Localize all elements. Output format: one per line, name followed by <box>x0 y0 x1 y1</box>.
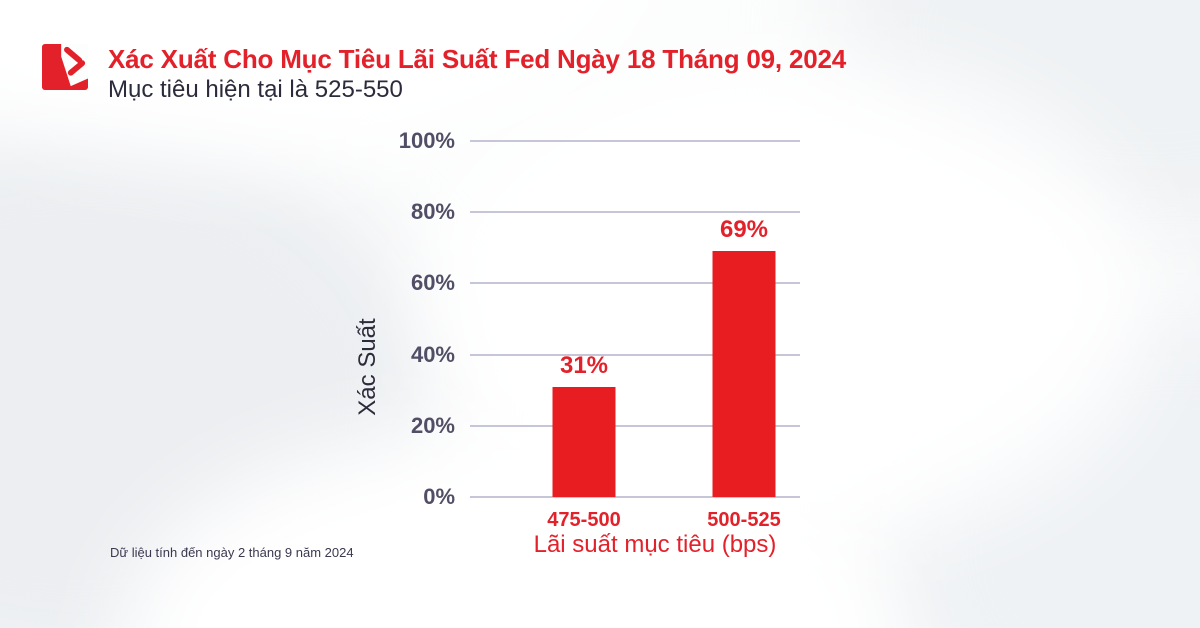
brand-arrow-logo-icon <box>42 44 88 90</box>
chart-subtitle: Mục tiêu hiện tại là 525-550 <box>108 76 403 103</box>
y-tick-label: 20% <box>410 412 455 438</box>
gridline <box>470 496 800 498</box>
gridline <box>470 211 800 214</box>
x-axis-title: Lãi suất mục tiêu (bps) <box>533 531 777 558</box>
plot-area: 0% 20% 40% 60% 80% 100% 31% 475-500 69% 500-525 <box>399 130 800 530</box>
gridline <box>470 140 800 142</box>
y-tick-label: 100% <box>398 128 455 153</box>
y-tick-label: 40% <box>410 341 455 367</box>
gridline <box>470 282 800 285</box>
gridline <box>470 424 800 427</box>
bar <box>552 386 616 497</box>
x-tick-label: 475-500 <box>547 509 621 531</box>
y-axis-title: Xác Suất <box>354 318 381 416</box>
bar <box>712 251 776 497</box>
data-note: Dữ liệu tính đến ngày 2 tháng 9 năm 2024 <box>110 545 354 560</box>
x-tick-label: 500-525 <box>707 509 781 531</box>
background-wave-decoration <box>830 0 1200 240</box>
background-wave-decoration <box>880 300 1200 628</box>
y-tick-label: 0% <box>423 484 455 509</box>
y-tick-label: 60% <box>410 270 455 296</box>
bar-value-label: 69% <box>719 216 769 244</box>
gridline <box>470 353 800 356</box>
bar-value-label: 31% <box>559 351 609 379</box>
chart-title: Xác Xuất Cho Mục Tiêu Lãi Suất Fed Ngày … <box>108 44 847 74</box>
y-tick-label: 80% <box>410 199 455 225</box>
